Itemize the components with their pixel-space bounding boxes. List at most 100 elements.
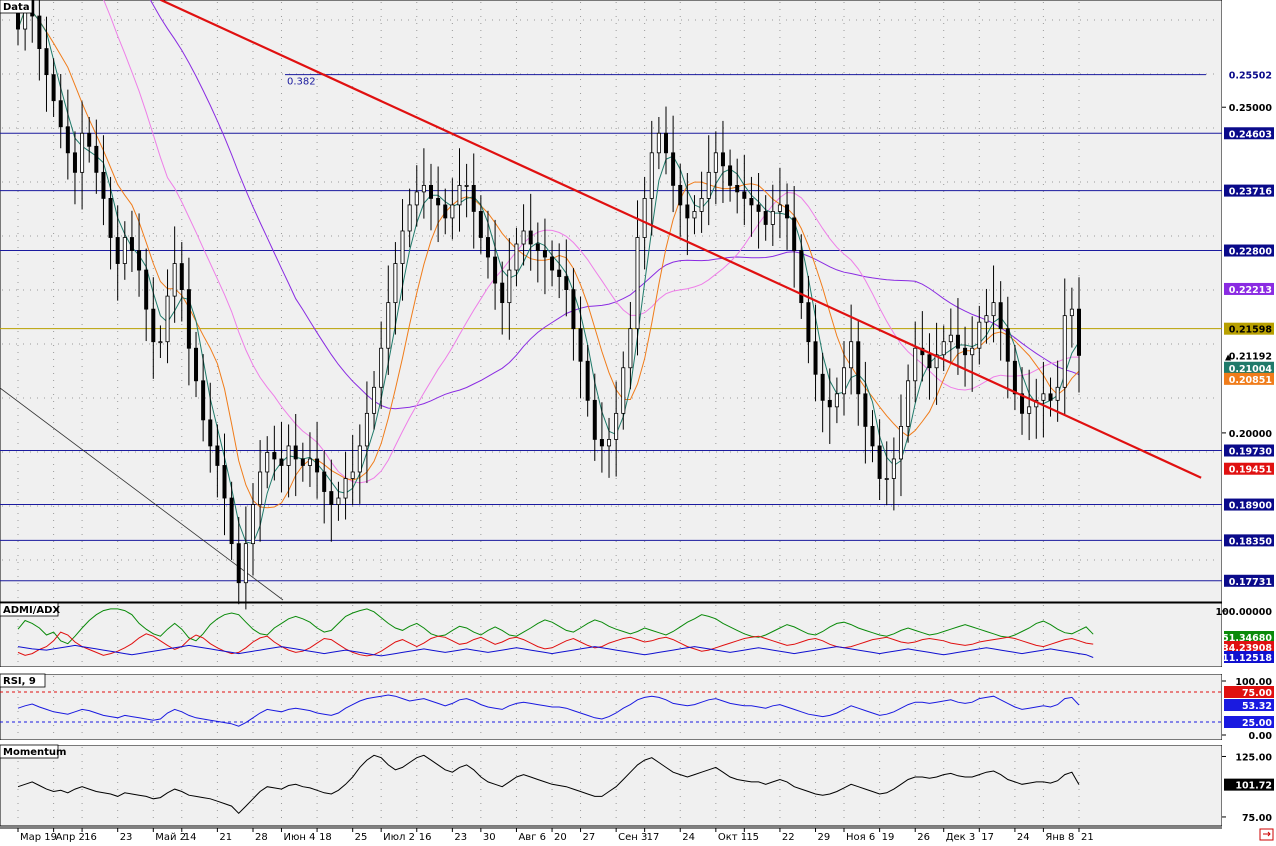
candle-body — [73, 153, 76, 173]
panel-backgrounds — [0, 0, 1222, 826]
candle-body — [914, 348, 917, 381]
candle-body — [308, 459, 311, 466]
x-axis-label: 24 — [1017, 832, 1030, 842]
candle-body — [835, 394, 838, 407]
momentum-tick: 75.00 — [1242, 813, 1272, 824]
candle-body — [515, 244, 518, 270]
momentum-tag: 101.72 — [1235, 781, 1272, 792]
x-axis-label: 24 — [682, 832, 695, 842]
candle-body — [885, 478, 888, 479]
candle-body — [778, 205, 781, 212]
candle-body — [301, 459, 304, 466]
candle-body — [52, 75, 55, 101]
x-axis-label: 28 — [255, 832, 268, 842]
candle-body — [394, 264, 397, 303]
x-axis-label: 17 — [647, 832, 660, 842]
candle-body — [707, 172, 710, 198]
x-axis-label: Авг 6 — [518, 832, 546, 842]
candle-body — [963, 348, 966, 355]
candle-body — [444, 205, 447, 218]
price-tag-group: 0.22213 — [1224, 283, 1274, 296]
price-panel-title: Data — [3, 2, 30, 13]
right-axis: 0.250000.200000.255020.246030.237160.228… — [1216, 0, 1276, 842]
rsi-tag-group: 75.00 — [1224, 686, 1274, 699]
candle-body — [728, 166, 731, 186]
price-tag-group: 0.21192▲ — [1224, 349, 1274, 362]
x-axis-label: Янв 8 — [1045, 832, 1074, 842]
rsi-panel-title-group: RSI, 9 — [0, 674, 45, 687]
candle-body — [928, 355, 931, 368]
candle-body — [109, 198, 112, 237]
candle-body — [365, 413, 368, 446]
candle-body — [479, 211, 482, 237]
candle-body — [315, 459, 318, 472]
candle-body — [743, 192, 746, 199]
candle-body — [629, 329, 632, 368]
candle-body — [280, 459, 283, 466]
candle-body — [102, 172, 105, 198]
candle-body — [1006, 329, 1009, 362]
momentum-panel — [0, 745, 1222, 826]
candle-body — [949, 335, 952, 342]
momentum-panel-title: Momentum — [3, 747, 66, 758]
candle-body — [942, 342, 945, 355]
level-tag: 0.18350 — [1229, 536, 1273, 547]
level-tag-group: 0.25502 — [1224, 69, 1274, 82]
x-axis-label: 26 — [917, 832, 930, 842]
candle-body — [992, 303, 995, 316]
candle-body — [572, 290, 575, 329]
candle-body — [679, 185, 682, 205]
candle-body — [1028, 407, 1031, 414]
x-axis-label: 21 — [219, 832, 232, 842]
x-axis-label: 23 — [120, 832, 133, 842]
candle-body — [721, 153, 724, 166]
level-tag-group: 0.22800 — [1224, 245, 1274, 258]
candle-body — [700, 198, 703, 211]
candle-body — [956, 335, 959, 348]
candle-body — [529, 231, 532, 244]
candle-body — [266, 452, 269, 472]
candle-body — [586, 361, 589, 400]
candle-body — [550, 257, 553, 270]
x-axis-label: 29 — [818, 832, 831, 842]
gold-level-tag: 0.21598 — [1229, 325, 1273, 336]
price-panel — [0, 0, 1222, 602]
candle-body — [159, 342, 162, 343]
candle-body — [59, 101, 62, 127]
candle-body — [216, 446, 219, 466]
candle-body — [408, 205, 411, 231]
candle-body — [693, 211, 696, 218]
candle-body — [209, 420, 212, 446]
adx-panel-title-group: ADMI/ADX — [0, 603, 60, 616]
candle-body — [116, 237, 119, 263]
candle-body — [472, 185, 475, 211]
gold-level-tag-group: 0.21598 — [1224, 323, 1274, 336]
x-axis-label: 27 — [583, 832, 596, 842]
candle-body — [123, 237, 126, 263]
candle-body — [38, 16, 41, 49]
candle-body — [757, 205, 760, 212]
x-axis-label: 23 — [454, 832, 467, 842]
candle-body — [892, 459, 895, 479]
candle-body — [1063, 316, 1066, 388]
candle-body — [273, 452, 276, 459]
candle-body — [899, 426, 902, 459]
x-axis-label: 30 — [483, 832, 496, 842]
candle-body — [323, 472, 326, 492]
candle-body — [251, 505, 254, 544]
rsi-tag: 75.00 — [1242, 688, 1272, 699]
candle-body — [1056, 387, 1059, 400]
candle-body — [380, 348, 383, 387]
candle-body — [558, 270, 561, 277]
level-tag: 0.22800 — [1229, 247, 1273, 258]
candle-body — [1042, 394, 1045, 401]
candle-body — [173, 264, 176, 297]
candle-body — [95, 146, 98, 172]
x-axis-label: 20 — [554, 832, 567, 842]
price-tag-marker: ▲ — [1225, 352, 1232, 361]
x-axis-label: Ноя 6 — [846, 832, 875, 842]
candle-body — [451, 205, 454, 218]
momentum-tick: 125.00 — [1235, 752, 1272, 763]
price-tag-group: 0.20851 — [1224, 373, 1274, 386]
candle-body — [636, 237, 639, 328]
